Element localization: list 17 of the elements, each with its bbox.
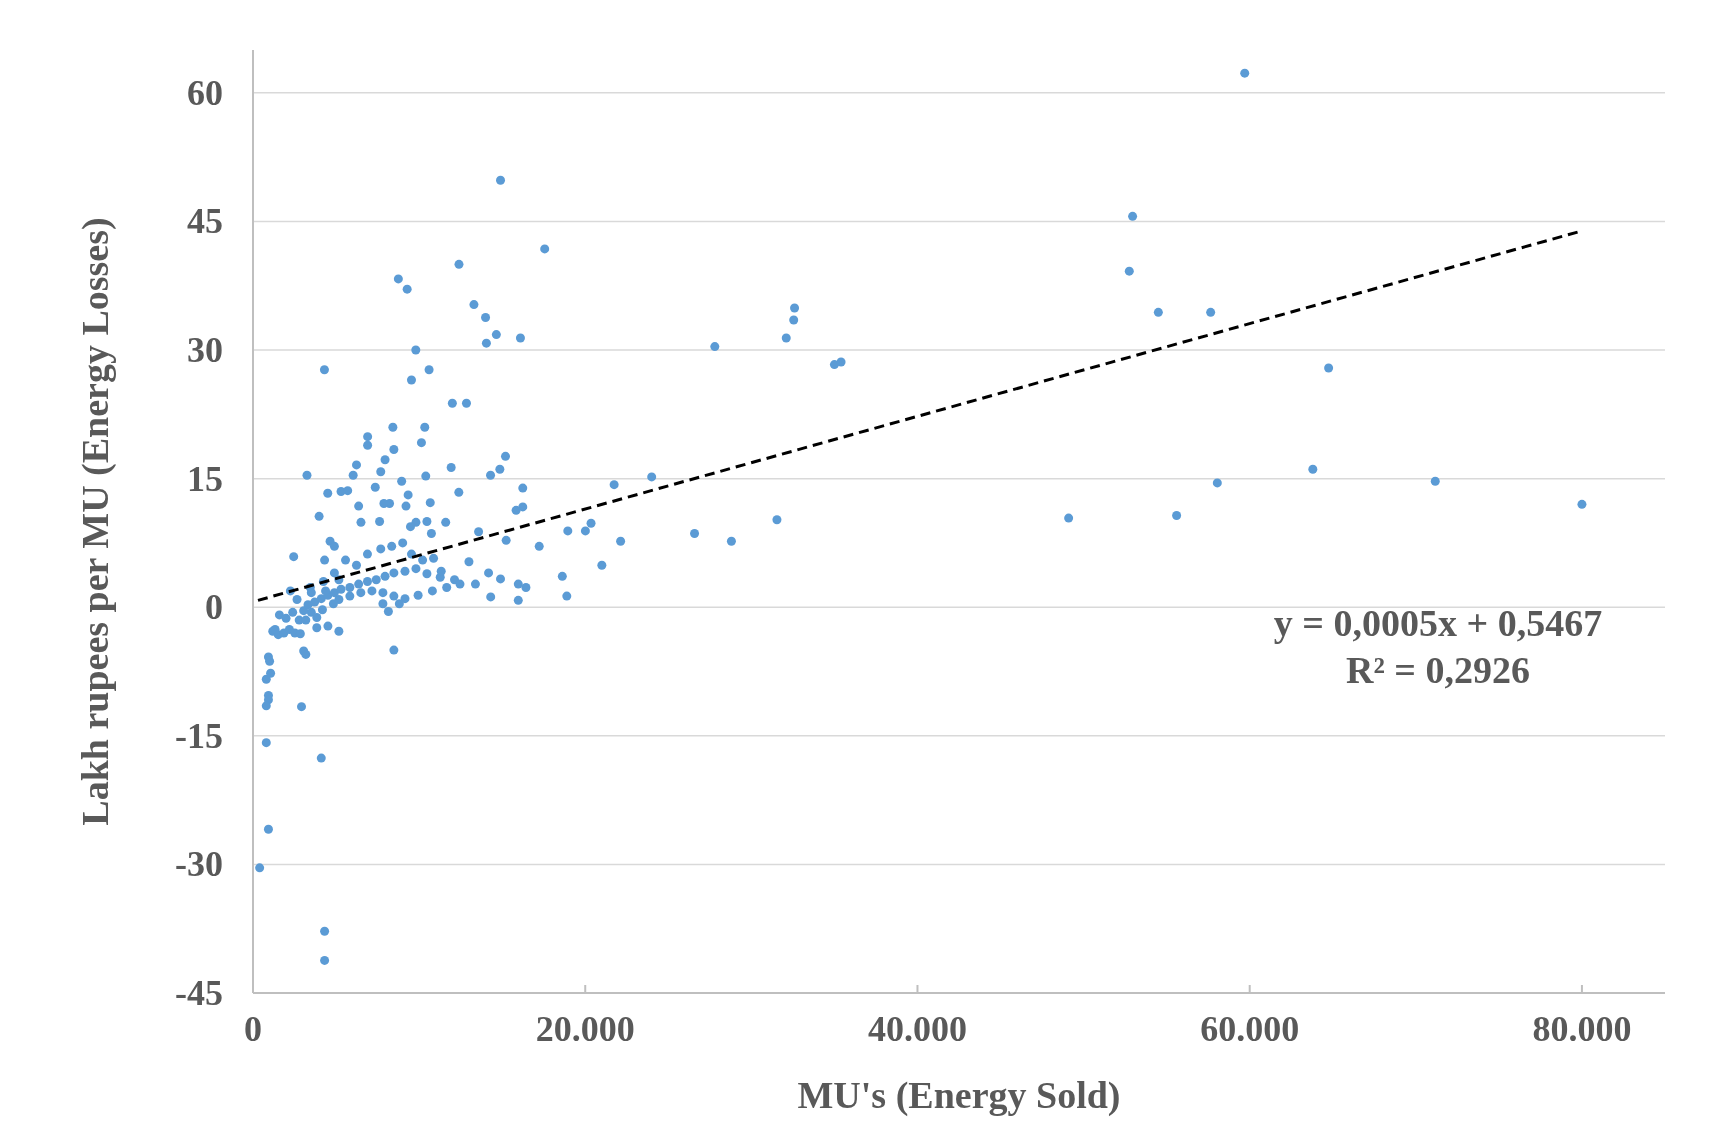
x-tick-label: 40.000 bbox=[867, 1009, 967, 1049]
y-tick-label: 15 bbox=[187, 458, 223, 499]
x-tick-label: 0 bbox=[244, 1009, 262, 1049]
x-axis-title: MU's (Energy Sold) bbox=[797, 1074, 1121, 1117]
y-tick-label: -45 bbox=[175, 973, 223, 1013]
y-axis-title: Lakh rupees per MU (Energy Losses) bbox=[74, 217, 117, 826]
y-tick-label: 45 bbox=[187, 201, 223, 242]
y-tick-label: 60 bbox=[187, 72, 223, 113]
annotation: y = 0,0005x + 0,5467 bbox=[1273, 602, 1603, 644]
y-tick-label: -30 bbox=[175, 844, 223, 885]
y-tick-label: -15 bbox=[175, 715, 223, 756]
x-tick-label: 60.000 bbox=[1200, 1009, 1300, 1049]
x-tick-label: 20.000 bbox=[535, 1009, 635, 1049]
y-tick-label: 0 bbox=[205, 587, 223, 628]
annotation: R² = 0,2926 bbox=[1346, 649, 1530, 691]
y-tick-label: 30 bbox=[187, 330, 223, 371]
x-tick-label: 80.000 bbox=[1532, 1009, 1632, 1049]
